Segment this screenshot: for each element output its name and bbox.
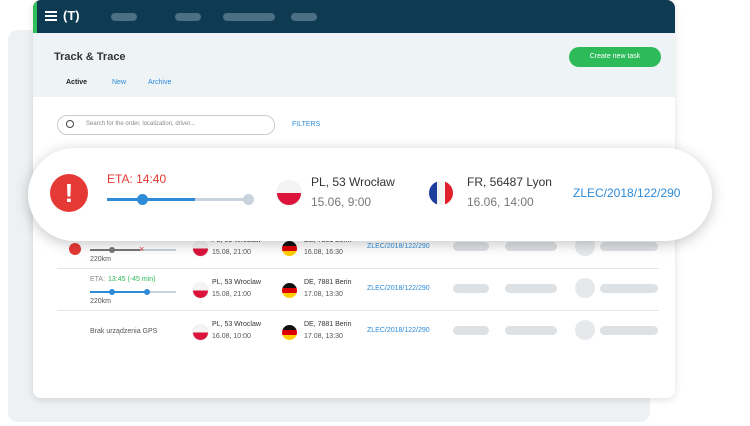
placeholder [505, 242, 557, 251]
order-link[interactable]: ZLEC/2018/122/290 [367, 243, 430, 250]
placeholder [505, 326, 557, 335]
order-link[interactable]: ZLEC/2018/122/290 [367, 285, 430, 292]
to-date: 17.08, 13:30 [304, 333, 343, 340]
avatar [575, 320, 595, 340]
flag-pl [193, 241, 208, 256]
placeholder [453, 326, 489, 335]
placeholder [453, 242, 489, 251]
progress-dot [109, 289, 115, 295]
status: Brak urządzenia GPS [90, 328, 158, 335]
delay-mark: × [139, 244, 145, 254]
progress-fill [107, 198, 195, 201]
progress-fill [90, 291, 148, 293]
nav-placeholder[interactable] [291, 13, 317, 21]
progress-dot [109, 247, 115, 253]
search-placeholder: Search for the order, localization, driv… [86, 121, 196, 127]
to-place: FR, 56487 Lyon [467, 175, 552, 189]
alert-icon [69, 243, 81, 255]
distance: 220km [90, 256, 112, 263]
avatar [575, 236, 595, 256]
eta-label: ETA: [90, 276, 106, 283]
order-link[interactable]: ZLEC/2018/122/290 [367, 327, 430, 334]
to-date: 16.08, 16:30 [304, 249, 343, 256]
from-date: 15.06, 9:00 [311, 195, 372, 209]
row-divider [57, 310, 659, 311]
flag-pl [193, 325, 208, 340]
from-date: 15.08, 21:00 [212, 291, 251, 298]
row-divider [57, 268, 659, 269]
progress-dot [137, 194, 148, 205]
eta: ETA: 14:40 [107, 172, 167, 186]
progress-dot [243, 194, 254, 205]
order-link[interactable]: ZLEC/2018/122/290 [573, 186, 681, 200]
search-icon [66, 120, 74, 128]
top-bar: (T) [33, 0, 675, 33]
flag-de [282, 283, 297, 298]
progress-dot [144, 289, 150, 295]
eta-value: 13:45 (-45 min) [108, 276, 156, 283]
placeholder [600, 242, 658, 251]
page-title: Track & Trace [54, 51, 126, 63]
avatar [575, 278, 595, 298]
from-date: 15.08, 21:00 [212, 249, 251, 256]
nav-placeholder[interactable] [223, 13, 275, 21]
create-button[interactable]: Create new task [569, 47, 661, 67]
nav-placeholder[interactable] [111, 13, 137, 21]
placeholder [600, 284, 658, 293]
to-place: DE, 7881 Berin [304, 321, 352, 328]
alert-icon: ! [50, 174, 88, 212]
to-place: DE, 7881 Berin [304, 279, 352, 286]
tab[interactable]: Active [66, 79, 88, 86]
accent [33, 0, 37, 33]
to-date: 16.06, 14:00 [467, 195, 534, 209]
highlight-card[interactable]: ! ETA: 14:40 PL, 53 Wrocław 15.06, 9:00 … [28, 148, 712, 241]
nav-placeholder[interactable] [175, 13, 201, 21]
logo: (T) [63, 8, 80, 23]
from-place: PL, 53 Wroclaw [212, 321, 261, 328]
flag-fr [429, 181, 453, 205]
progress-fill [90, 249, 140, 251]
filters-link[interactable]: FILTERS [292, 121, 321, 128]
menu-icon[interactable] [45, 11, 57, 13]
flag-pl [193, 283, 208, 298]
distance: 220km [90, 298, 112, 305]
search-box[interactable]: Search for the order, localization, driv… [57, 115, 275, 135]
placeholder [505, 284, 557, 293]
flag-pl [277, 181, 301, 205]
flag-de [282, 325, 297, 340]
from-place: PL, 53 Wroclaw [212, 279, 261, 286]
to-date: 17.08, 13:30 [304, 291, 343, 298]
from-place: PL, 53 Wrocław [311, 175, 395, 189]
from-date: 16.08, 10:00 [212, 333, 251, 340]
placeholder [600, 326, 658, 335]
flag-de [282, 241, 297, 256]
page-header: Track & Trace Create new task Active New… [33, 33, 675, 97]
tab[interactable]: New [112, 79, 127, 86]
placeholder [453, 284, 489, 293]
tab[interactable]: Archive [148, 79, 172, 86]
